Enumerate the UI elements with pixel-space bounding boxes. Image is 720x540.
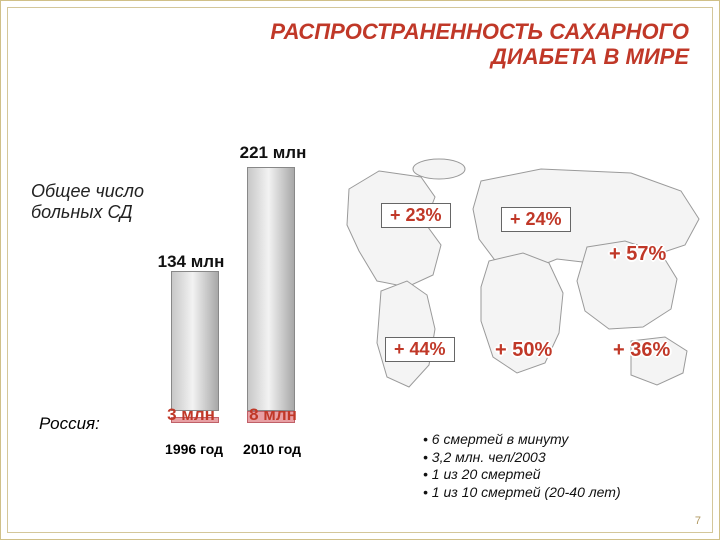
page-number: 7 xyxy=(695,515,701,527)
russia-axis-label: Россия: xyxy=(39,414,100,434)
russia-label-8: 8 млн xyxy=(223,405,323,425)
bullet-3: 1 из 20 смертей xyxy=(423,466,621,484)
year-1996: 1996 год xyxy=(157,441,231,457)
pct-asia: + 57% xyxy=(609,243,666,266)
bullet-2: 3,2 млн. чел/2003 xyxy=(423,449,621,467)
subtitle-line-2: больных СД xyxy=(31,202,144,223)
bar-2010 xyxy=(247,167,295,411)
subtitle-line-1: Общее число xyxy=(31,181,144,202)
pct-sa: + 44% xyxy=(385,337,455,362)
year-2010: 2010 год xyxy=(235,441,309,457)
pct-eu: + 24% xyxy=(501,207,571,232)
bullet-1: 6 смертей в минуту xyxy=(423,431,621,449)
slide-title: РАСПРОСТРАНЕННОСТЬ САХАРНОГО ДИАБЕТА В М… xyxy=(270,19,689,70)
subtitle: Общее число больных СД xyxy=(31,181,144,222)
bar-chart xyxy=(161,161,361,411)
pct-africa: + 50% xyxy=(495,339,552,362)
fact-bullets: 6 смертей в минуту 3,2 млн. чел/2003 1 и… xyxy=(423,431,621,501)
pct-oce: + 36% xyxy=(613,339,670,362)
pct-na: + 23% xyxy=(381,203,451,228)
bar-label-134: 134 млн xyxy=(141,252,241,272)
title-line-1: РАСПРОСТРАНЕННОСТЬ САХАРНОГО xyxy=(270,19,689,44)
title-line-2: ДИАБЕТА В МИРЕ xyxy=(270,44,689,69)
bullet-4: 1 из 10 смертей (20-40 лет) xyxy=(423,484,621,502)
bar-label-221: 221 млн xyxy=(223,143,323,163)
bar-1996 xyxy=(171,271,219,411)
